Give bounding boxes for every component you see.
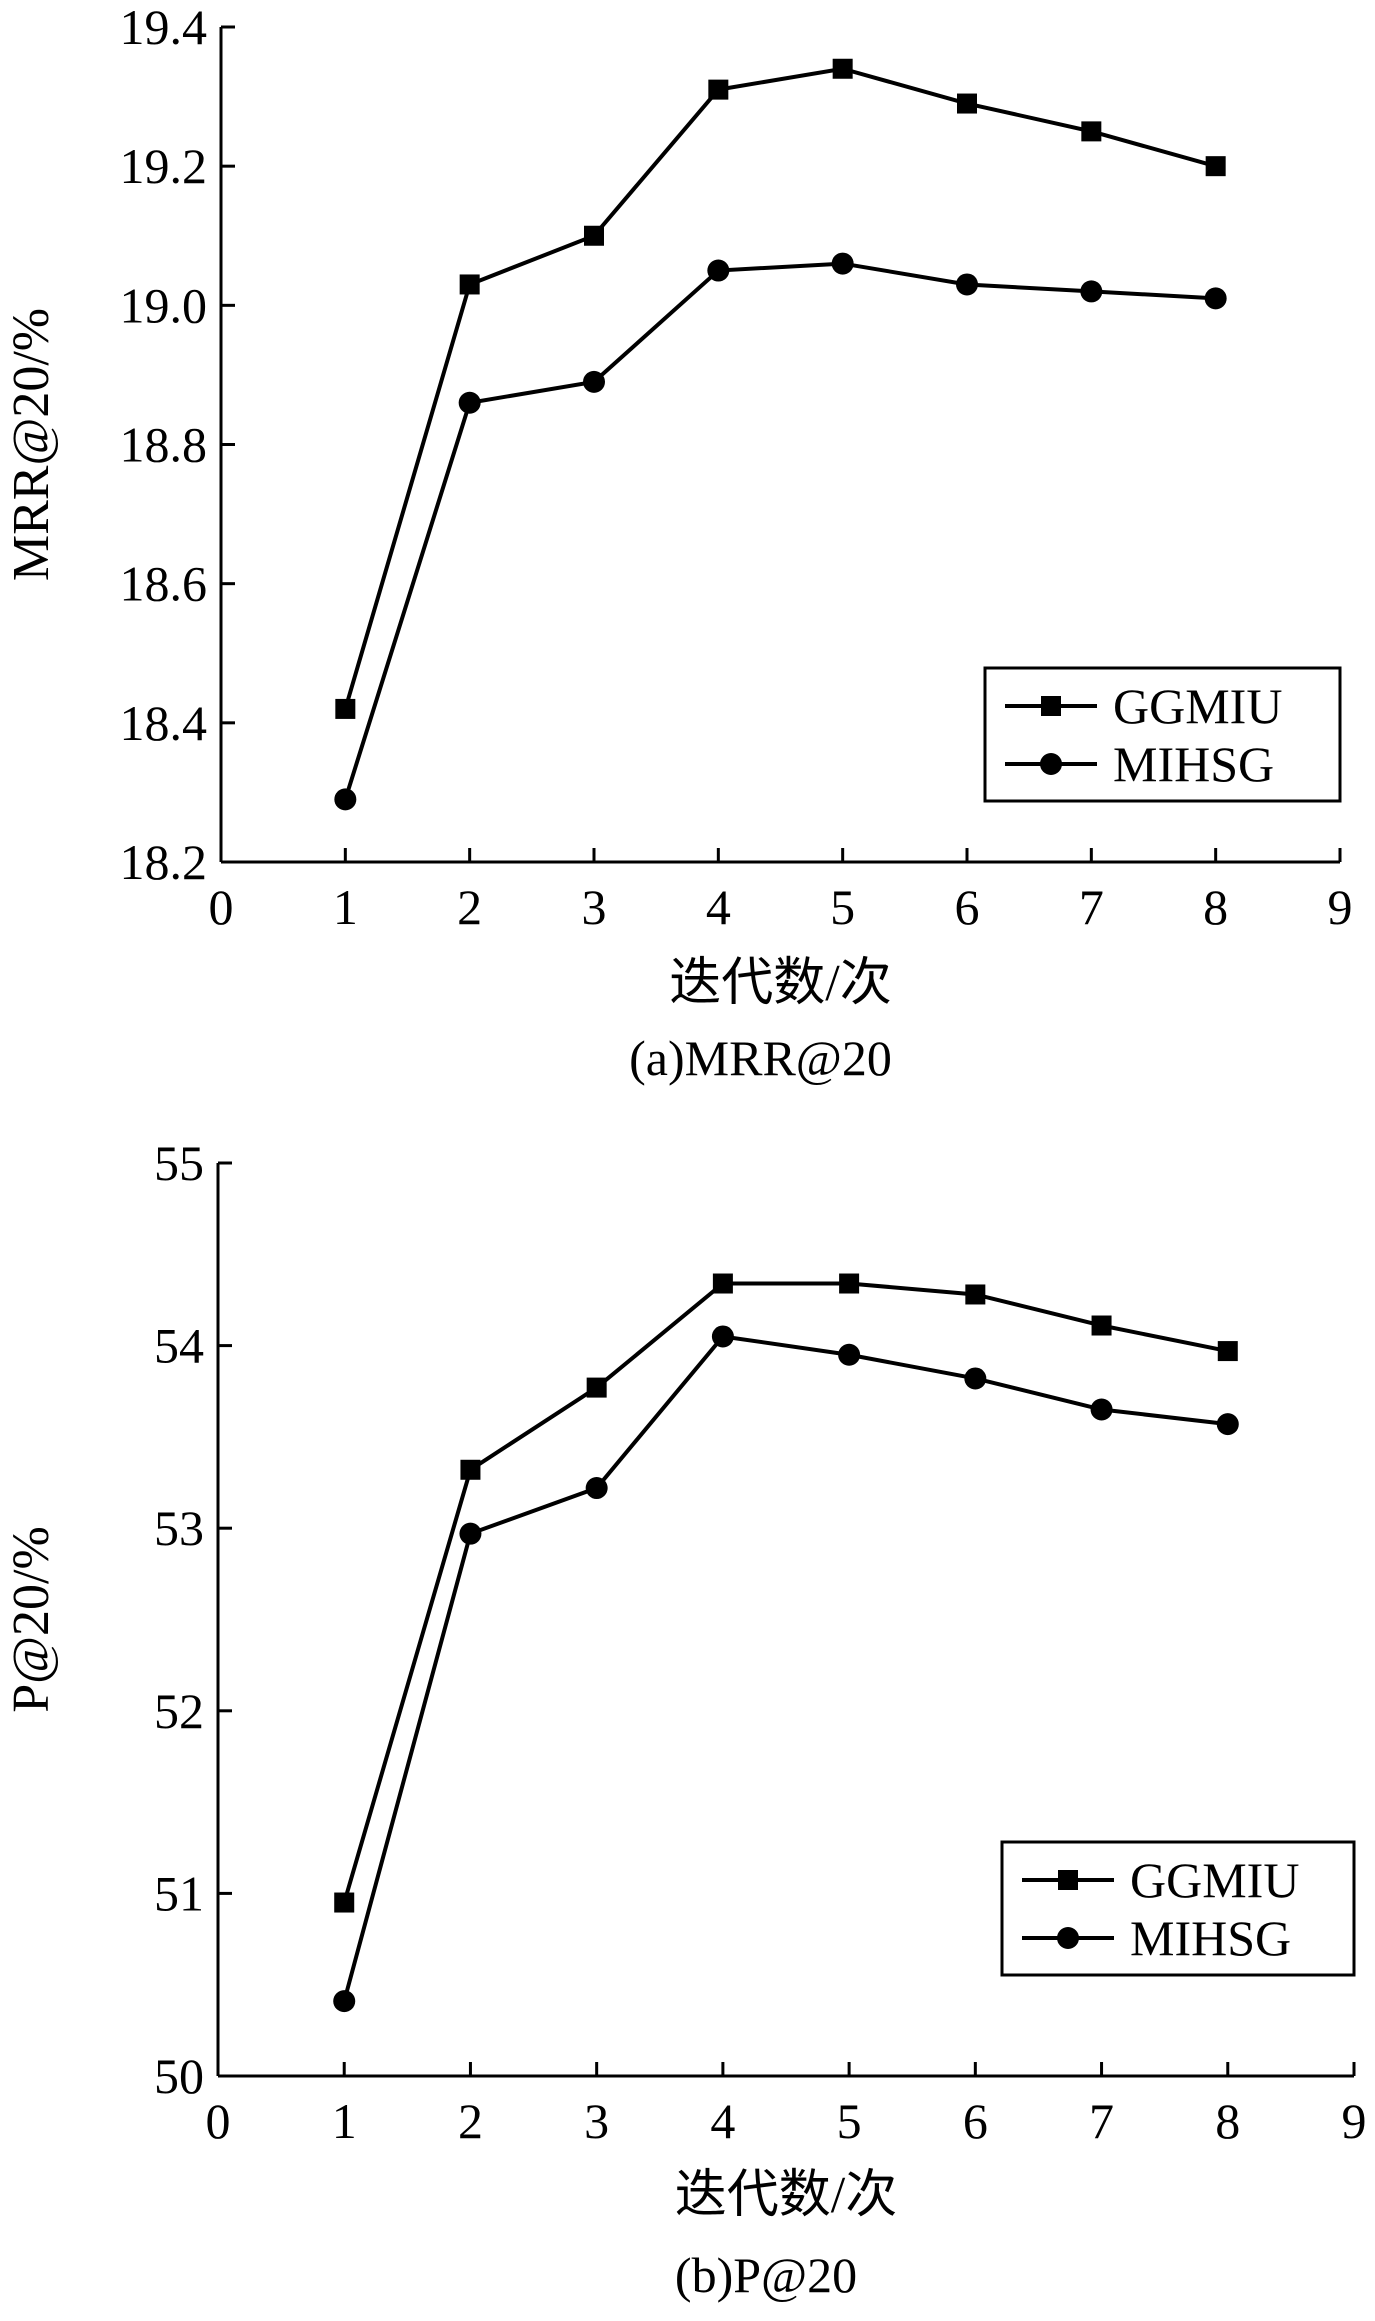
data-point-ggmiu <box>584 225 604 246</box>
x-tick-label: 9 <box>1328 879 1353 935</box>
y-tick-label: 54 <box>154 1318 204 1374</box>
series-line-ggmiu <box>342 1281 1229 1904</box>
y-tick-label: 18.8 <box>120 417 208 473</box>
x-tick-label: 3 <box>582 879 607 935</box>
x-axis-title: 迭代数/次 <box>675 2167 897 2224</box>
y-tick-label: 18.2 <box>120 834 208 890</box>
y-tick-label: 53 <box>154 1500 204 1556</box>
y-tick-label: 50 <box>154 2048 204 2104</box>
legend-label-ggmiu: GGMIU <box>1130 1852 1299 1908</box>
chart-panel-b: 50 51 52 53 54 55 0 1 2 3 4 5 6 7 8 9 迭代数/次 P@20/% (b)P@20… <box>3 1135 1367 2303</box>
data-point-ggmiu <box>334 1892 355 1913</box>
legend-marker-mihsg <box>1040 753 1062 775</box>
data-point-mihsg <box>964 1367 987 1390</box>
series-line-mihsg <box>342 1334 1229 2002</box>
data-point-ggmiu <box>832 58 853 79</box>
legend-label-mihsg: MIHSG <box>1113 736 1274 792</box>
data-point-mihsg <box>838 1343 861 1366</box>
legend-box <box>983 666 1342 803</box>
legend-marker-ggmiu <box>1058 1870 1078 1890</box>
series-ggmiu <box>334 1273 1238 1913</box>
y-axis-title: P@20/% <box>3 1526 60 1713</box>
x-tick-label: 3 <box>584 2093 609 2149</box>
x-tick-label: 5 <box>837 2093 862 2149</box>
series-line-ggmiu <box>343 66 1217 710</box>
x-tick-label: 1 <box>332 2093 357 2149</box>
series-mihsg <box>334 252 1227 811</box>
legend-label-ggmiu: GGMIU <box>1113 678 1282 734</box>
y-tick-label: 19.4 <box>120 0 208 55</box>
y-tick-label: 52 <box>154 1683 204 1739</box>
x-tick-label: 1 <box>333 879 358 935</box>
data-point-mihsg <box>1080 280 1103 303</box>
data-point-ggmiu <box>460 1459 481 1480</box>
data-point-mihsg <box>831 252 854 275</box>
legend-marker-ggmiu <box>1041 696 1061 716</box>
x-tick-label: 8 <box>1203 879 1228 935</box>
legend-label-mihsg: MIHSG <box>1130 1910 1291 1966</box>
data-point-mihsg <box>585 1477 608 1500</box>
y-tick-label: 51 <box>154 1865 204 1921</box>
x-tick-label: 2 <box>457 879 482 935</box>
panel-caption: (a)MRR@20 <box>629 1030 892 1086</box>
data-point-ggmiu <box>965 1284 986 1305</box>
data-point-ggmiu <box>1205 156 1226 177</box>
x-tick-label: 2 <box>458 2093 483 2149</box>
data-point-mihsg <box>334 788 357 811</box>
data-point-ggmiu <box>459 274 480 295</box>
data-point-mihsg <box>459 1522 482 1545</box>
y-axis-title: MRR@20/% <box>3 308 60 581</box>
data-point-ggmiu <box>586 1377 607 1398</box>
y-tick-label: 19.2 <box>120 138 208 194</box>
y-tick-label: 18.4 <box>120 695 208 751</box>
x-tick-label: 5 <box>830 879 855 935</box>
x-tick-label: 4 <box>710 2093 735 2149</box>
data-point-mihsg <box>711 1325 734 1348</box>
data-point-ggmiu <box>708 79 729 100</box>
legend-box <box>1000 1840 1356 1977</box>
x-axis-title: 迭代数/次 <box>669 955 891 1012</box>
data-point-ggmiu <box>957 93 977 114</box>
legend-marker-mihsg <box>1057 1927 1079 1949</box>
y-tick-label: 18.6 <box>120 556 208 612</box>
data-point-ggmiu <box>335 698 356 719</box>
data-point-mihsg <box>1216 1413 1239 1436</box>
y-tick-label: 19.0 <box>120 277 208 333</box>
x-tick-label: 0 <box>209 879 234 935</box>
data-point-mihsg <box>583 370 605 393</box>
x-tick-label: 6 <box>955 879 980 935</box>
data-point-mihsg <box>707 259 730 282</box>
x-tick-label: 6 <box>963 2093 988 2149</box>
data-point-ggmiu <box>1091 1315 1112 1336</box>
data-point-mihsg <box>333 1990 356 2013</box>
series-ggmiu <box>335 58 1226 719</box>
panel-caption: (b)P@20 <box>675 2247 857 2303</box>
data-point-mihsg <box>1204 287 1227 310</box>
x-tick-label: 7 <box>1089 2093 1114 2149</box>
data-point-ggmiu <box>1081 121 1102 142</box>
data-point-mihsg <box>458 391 481 414</box>
y-tick-label: 55 <box>154 1135 204 1191</box>
x-tick-label: 4 <box>706 879 731 935</box>
x-tick-label: 7 <box>1079 879 1104 935</box>
x-tick-label: 8 <box>1215 2093 1240 2149</box>
series-line-mihsg <box>343 261 1216 800</box>
x-tick-label: 0 <box>206 2093 231 2149</box>
data-point-mihsg <box>1090 1398 1113 1421</box>
data-point-ggmiu <box>712 1273 733 1294</box>
data-point-ggmiu <box>1217 1341 1238 1362</box>
data-point-mihsg <box>956 273 978 296</box>
x-tick-label: 9 <box>1342 2093 1367 2149</box>
series-mihsg <box>333 1325 1239 2013</box>
chart-panel-a: 18.2 18.4 18.6 18.8 19.0 19.2 19.4 0 1 2 3 4 5 6 7 8 9 迭代… <box>3 0 1353 1086</box>
data-point-ggmiu <box>839 1273 860 1294</box>
